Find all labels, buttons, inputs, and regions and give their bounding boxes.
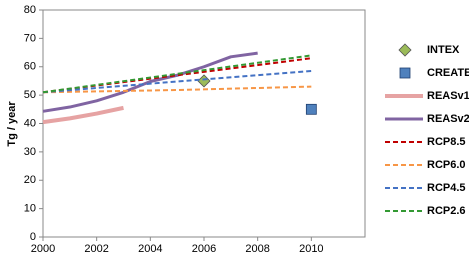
legend-label: REASv1 [427,90,469,102]
x-tick-label: 2000 [31,243,55,255]
y-tick-label: 40 [24,117,36,129]
legend-label: INTEX [427,44,460,56]
series-line [42,85,312,94]
legend-symbol [398,43,412,57]
legend-label: REASv2 [427,113,469,125]
legend-label: RCP4.5 [427,182,466,194]
data-point [197,74,211,88]
legend-label: RCP6.0 [427,159,466,171]
y-tick-label: 30 [24,146,36,158]
legend-symbol [399,67,411,79]
y-tick-label: 60 [24,61,36,73]
y-tick-label: 70 [24,32,36,44]
data-point [305,103,317,115]
legend-label: CREATE [427,67,469,79]
legend-label: RCP2.6 [427,205,466,217]
y-tick-label: 10 [24,203,36,215]
series-line [42,57,312,94]
y-tick-label: 20 [24,174,36,186]
x-tick-label: 2002 [84,243,108,255]
series-line [42,105,124,125]
y-tick-label: 50 [24,89,36,101]
x-tick-label: 2004 [138,243,162,255]
legend-label: RCP8.5 [427,136,466,148]
series-line [42,51,258,113]
series-line [42,70,312,94]
x-tick-label: 2006 [192,243,216,255]
series-line [42,54,312,94]
x-tick-label: 2010 [299,243,323,255]
y-tick-label: 80 [24,4,36,16]
y-axis-label: Tg / year [6,101,18,147]
y-tick-label: 0 [30,231,36,243]
plot-frame [42,9,366,238]
x-tick-label: 2008 [245,243,269,255]
